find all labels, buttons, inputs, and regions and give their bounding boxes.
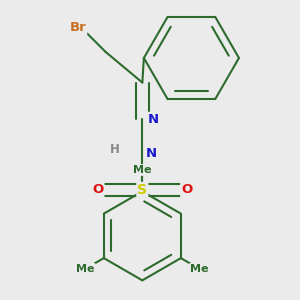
Text: Br: Br	[70, 21, 86, 34]
Text: N: N	[148, 113, 159, 126]
Text: O: O	[181, 183, 192, 196]
Text: Me: Me	[133, 165, 152, 175]
Text: H: H	[110, 143, 120, 157]
Text: S: S	[137, 183, 147, 197]
Text: N: N	[146, 147, 157, 160]
Text: Me: Me	[190, 264, 209, 274]
Text: Me: Me	[76, 264, 94, 274]
Text: O: O	[92, 183, 103, 196]
